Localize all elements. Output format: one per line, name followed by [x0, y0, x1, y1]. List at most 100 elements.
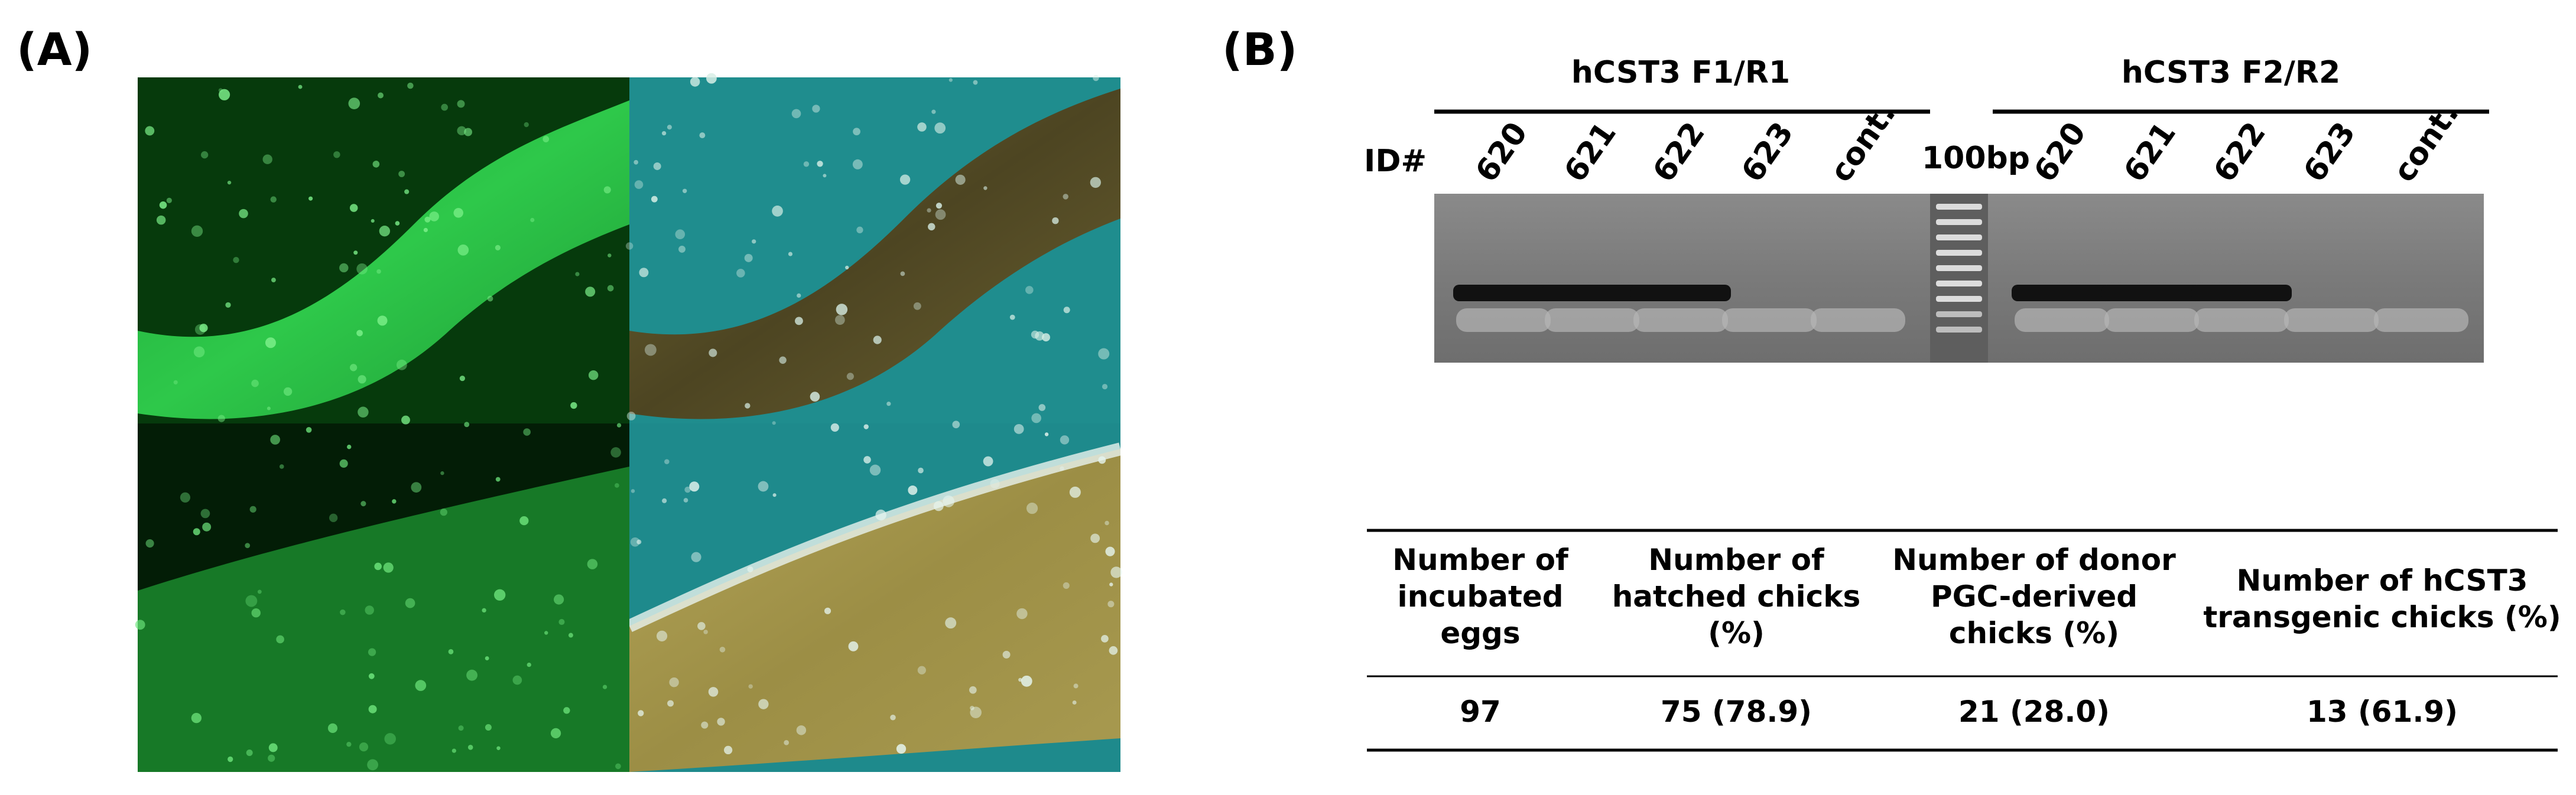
cell [607, 285, 614, 292]
cell [1105, 520, 1109, 526]
lane-label: 620 [1469, 116, 1534, 188]
cell [788, 252, 792, 256]
ladder-band [1936, 265, 1982, 271]
band [2101, 285, 2202, 301]
cell [251, 608, 261, 618]
cell [626, 412, 636, 421]
band [1630, 285, 1731, 301]
cell [639, 268, 649, 278]
cell [401, 415, 410, 425]
cell [368, 673, 375, 679]
cell [396, 359, 407, 370]
cell [791, 109, 801, 119]
cell [918, 467, 924, 474]
cell [1002, 650, 1011, 659]
band [1453, 285, 1554, 301]
cell [630, 537, 640, 547]
cell [1018, 677, 1022, 682]
cell [257, 589, 262, 594]
cell [570, 402, 577, 409]
cell [983, 456, 993, 467]
cell [495, 477, 501, 482]
cell [669, 677, 679, 688]
cell [1063, 582, 1070, 589]
cell [568, 633, 573, 638]
cell [973, 80, 978, 85]
cell [262, 154, 272, 164]
cell [1101, 635, 1109, 643]
cell [900, 271, 905, 276]
ladder-lane [1930, 194, 1988, 363]
cell [1109, 646, 1118, 655]
primer-label: hCST3 F1/R1 [1571, 55, 1790, 90]
cell [173, 380, 178, 385]
cell [374, 562, 382, 571]
cell [952, 421, 960, 429]
cell [772, 493, 777, 497]
cell [550, 728, 561, 739]
cell [701, 721, 709, 729]
cell [908, 485, 918, 495]
cell [135, 620, 145, 630]
cell [340, 609, 346, 615]
cell [349, 364, 358, 372]
cell [853, 128, 860, 136]
cell [271, 278, 276, 282]
cell [464, 128, 472, 136]
cell [233, 257, 239, 263]
cell [1098, 456, 1106, 464]
primer-dimer [2284, 308, 2379, 332]
cell [217, 415, 225, 422]
cell [265, 337, 276, 348]
cell [395, 221, 400, 226]
cell [812, 105, 820, 113]
table-cell: 21 (28.0) [1958, 695, 2110, 729]
cell [634, 180, 644, 189]
cell [615, 483, 619, 488]
cell [690, 77, 700, 87]
cell [636, 539, 642, 545]
cell [653, 162, 661, 170]
cell [225, 302, 231, 308]
cell [1090, 177, 1102, 188]
cell [699, 132, 706, 139]
cell [227, 180, 232, 185]
cell [308, 196, 313, 201]
tissue [629, 89, 1120, 419]
band [2191, 285, 2292, 301]
cell [1073, 683, 1079, 689]
cell [717, 718, 725, 726]
cell [558, 618, 565, 625]
cell [603, 186, 611, 194]
table-cell: 75 (78.9) [1661, 695, 1812, 729]
cell [191, 712, 202, 724]
cell [709, 348, 717, 357]
cell [678, 245, 686, 253]
cell [638, 710, 644, 716]
cell [836, 304, 848, 315]
cell [348, 97, 360, 110]
table-header: Number of hCST3 [2237, 563, 2528, 598]
primer-dimer [1722, 308, 1817, 332]
table-header: eggs [1440, 616, 1520, 650]
cell [404, 189, 410, 194]
table-header: chicks (%) [1949, 616, 2119, 650]
cell [684, 486, 691, 493]
cell [697, 622, 706, 630]
cell [631, 489, 635, 493]
cell [899, 174, 911, 185]
cell [890, 715, 896, 721]
cell [803, 161, 810, 167]
lane-label: 623 [1734, 116, 1800, 188]
cell [459, 375, 465, 382]
cell [327, 723, 338, 733]
cell [1031, 413, 1041, 423]
table-cell: 13 (61.9) [2307, 695, 2458, 729]
cell [736, 269, 745, 278]
cell [200, 509, 210, 519]
cell [1009, 314, 1015, 320]
cell [744, 253, 753, 262]
cell [193, 528, 200, 536]
cell [1110, 566, 1122, 578]
